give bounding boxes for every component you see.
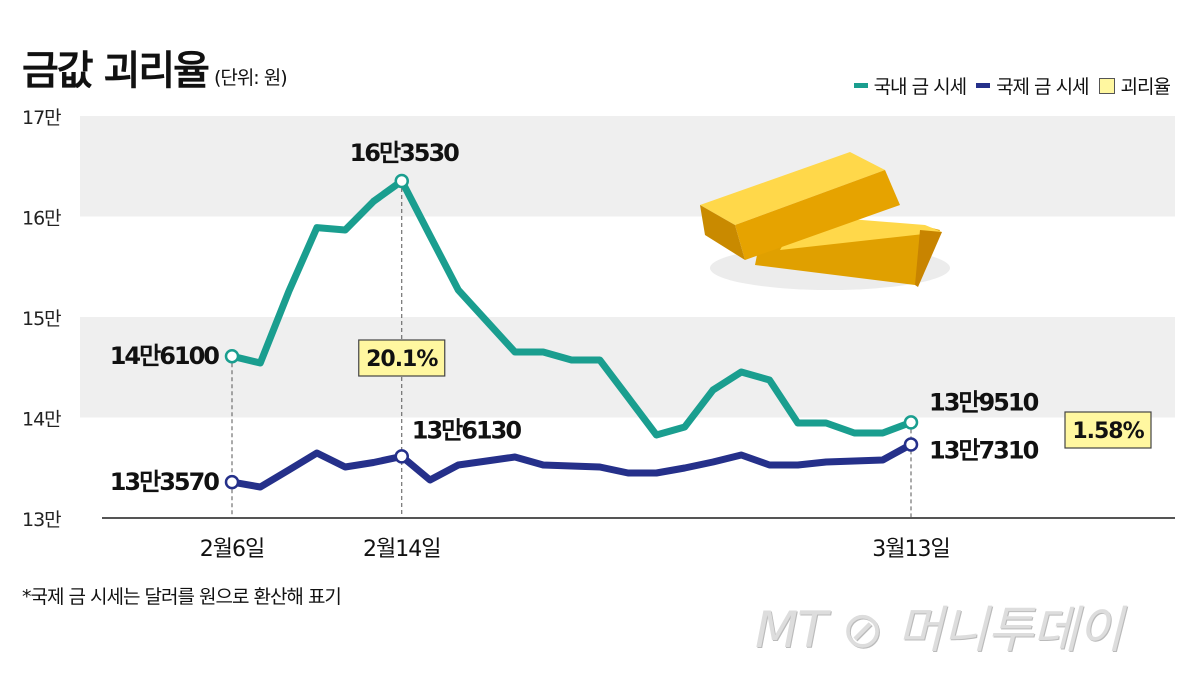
legend: 국내 금 시세 국제 금 시세 괴리율: [844, 72, 1171, 99]
y-tick-label: 13만: [22, 509, 61, 531]
y-tick-label: 14만: [22, 409, 61, 431]
legend-swatch-international: [976, 83, 991, 88]
data-point-marker: [224, 474, 240, 490]
data-label: 13만6130: [412, 416, 522, 444]
data-point-marker: [394, 173, 409, 189]
grid-band: [80, 116, 1175, 217]
y-tick-label: 17만: [22, 107, 61, 129]
publisher-logo: MT ⊘ 머니투데이: [755, 601, 1123, 659]
data-label: 13만3570: [110, 468, 220, 496]
footnote: *국제 금 시세는 달러를 원으로 환산해 표기: [22, 586, 342, 608]
data-point-marker: [903, 437, 919, 452]
chart-title: 금값 괴리율 (단위: 원): [22, 38, 288, 96]
gap-callout-box: [358, 339, 446, 377]
data-label: 13만7310: [929, 437, 1039, 465]
x-tick-label: 2월14일: [363, 537, 440, 562]
gap-callout-label: 20.1%: [366, 347, 438, 372]
legend-label-gap: 괴리율: [1120, 76, 1171, 98]
legend-label-international: 국제 금 시세: [996, 76, 1089, 98]
data-label: 13만9510: [929, 388, 1039, 416]
legend-swatch-gap: [1098, 77, 1115, 94]
data-point-marker: [224, 348, 240, 364]
x-tick-label: 3월13일: [872, 537, 949, 562]
data-point-marker: [394, 449, 409, 464]
x-tick-label: 2월6일: [200, 537, 264, 562]
series-line-1: [228, 441, 915, 491]
legend-swatch-domestic: [853, 83, 868, 88]
legend-label-domestic: 국내 금 시세: [873, 76, 967, 98]
title-text: 금값 괴리율: [22, 48, 210, 94]
gap-callout-box: [1064, 411, 1152, 449]
gap-callout-label: 1.58%: [1072, 419, 1144, 444]
data-label: 16만3530: [350, 139, 460, 167]
data-label: 14만6100: [110, 342, 220, 370]
data-point-marker: [903, 415, 919, 430]
series-line-0: [228, 177, 915, 439]
y-tick-label: 16만: [22, 208, 61, 230]
unit-label: (단위: 원): [213, 67, 288, 89]
y-tick-label: 15만: [22, 308, 61, 330]
gold-bars-illustration: [700, 152, 950, 290]
